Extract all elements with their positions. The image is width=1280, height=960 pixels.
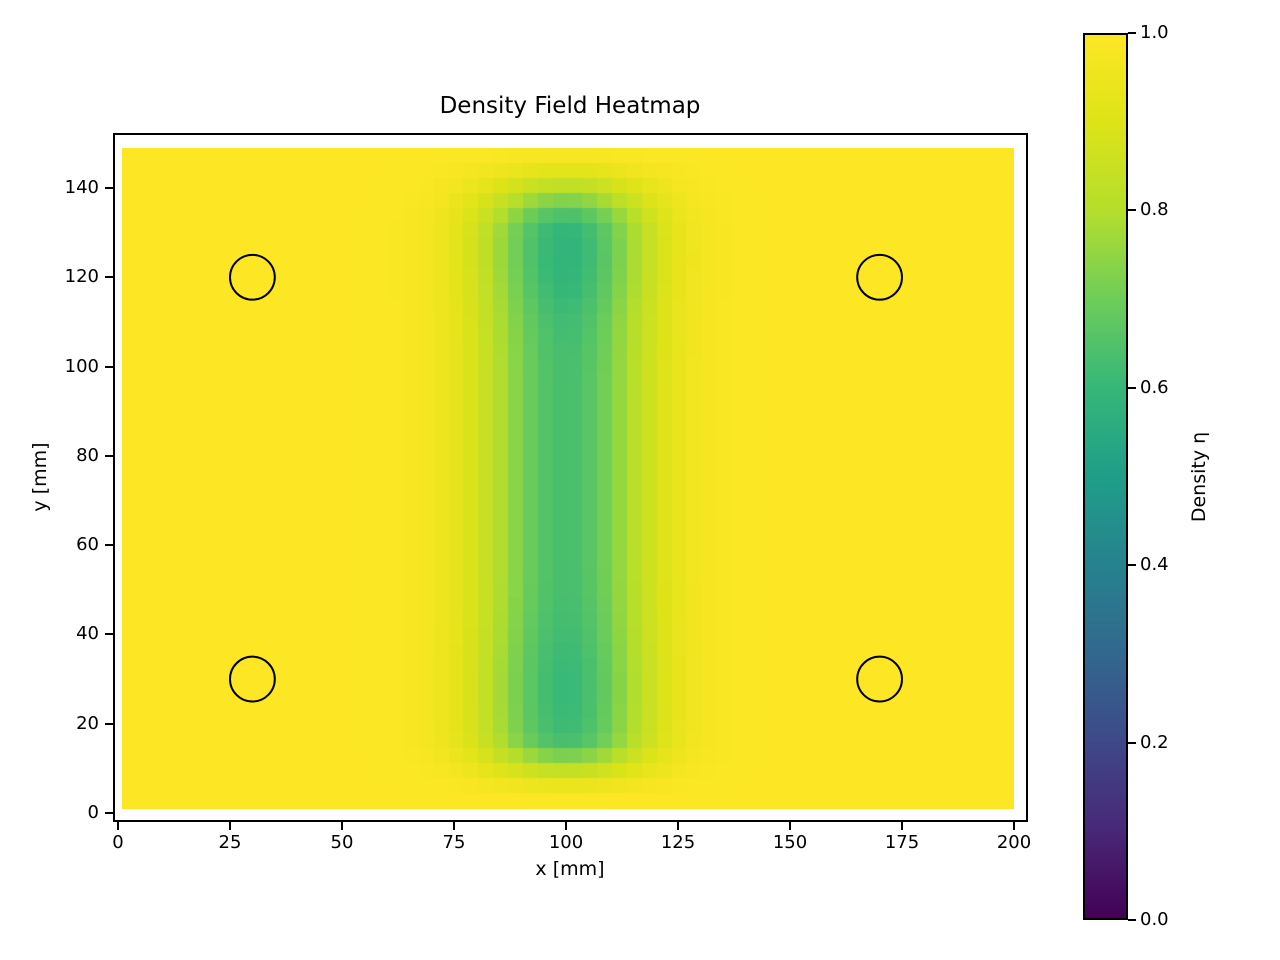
y-tick-mark: [105, 276, 113, 279]
x-tick-mark: [901, 822, 903, 830]
y-tick-label: 40: [76, 623, 99, 645]
y-tick-label: 0: [87, 802, 99, 823]
y-tick-mark: [105, 186, 113, 189]
colorbar-tick-label: 1.0: [1140, 22, 1169, 43]
x-tick-mark: [453, 822, 455, 830]
y-tick-label: 20: [76, 712, 99, 734]
y-tick-mark: [105, 633, 113, 636]
x-tick-mark: [565, 822, 567, 830]
y-tick-mark: [105, 722, 113, 725]
colorbar-tick-label: 0.4: [1140, 554, 1169, 576]
colorbar-tick-mark: [1128, 741, 1136, 744]
y-tick-label: 120: [64, 266, 99, 288]
y-tick-mark: [105, 544, 113, 547]
chart-title: Density Field Heatmap: [439, 93, 701, 119]
colorbar: [1083, 33, 1128, 920]
density-heatmap: [122, 148, 1014, 809]
x-tick-label: 75: [442, 832, 466, 853]
x-axis-label: x [mm]: [535, 858, 605, 880]
x-tick-mark: [229, 822, 231, 830]
colorbar-tick-mark: [1128, 919, 1136, 921]
colorbar-tick-label: 0.6: [1140, 376, 1169, 398]
y-axis-label: y [mm]: [29, 442, 51, 512]
x-tick-label: 25: [218, 832, 242, 853]
x-tick-label: 200: [996, 832, 1032, 853]
x-tick-mark: [117, 822, 119, 830]
x-tick-mark: [341, 822, 343, 830]
colorbar-tick-mark: [1128, 386, 1136, 389]
y-tick-label: 60: [76, 534, 99, 556]
x-tick-label: 50: [330, 832, 354, 853]
x-tick-label: 0: [112, 832, 124, 853]
colorbar-tick-label: 0.2: [1140, 731, 1169, 753]
y-tick-mark: [105, 454, 113, 457]
x-tick-mark: [789, 822, 791, 830]
y-tick-label: 140: [64, 176, 99, 198]
colorbar-tick-mark: [1128, 209, 1136, 212]
colorbar-label: Density η: [1188, 431, 1210, 523]
y-tick-mark: [105, 365, 113, 368]
colorbar-tick-mark: [1128, 564, 1136, 567]
x-tick-label: 100: [548, 832, 584, 853]
x-tick-mark: [1013, 822, 1015, 830]
colorbar-tick-label: 0.8: [1140, 199, 1169, 221]
x-tick-label: 175: [884, 832, 920, 853]
x-tick-label: 125: [660, 832, 696, 853]
y-tick-label: 80: [76, 444, 99, 466]
colorbar-tick-label: 0.0: [1140, 909, 1169, 930]
x-tick-label: 150: [772, 832, 808, 853]
colorbar-tick-mark: [1128, 32, 1136, 34]
x-tick-mark: [677, 822, 679, 830]
y-tick-label: 100: [64, 355, 99, 377]
y-tick-mark: [105, 812, 113, 814]
